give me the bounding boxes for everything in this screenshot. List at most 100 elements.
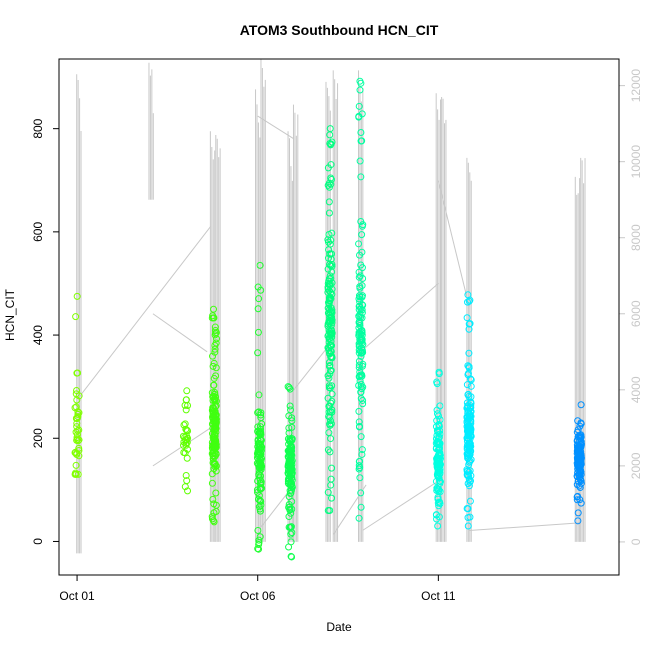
secondary-line-connector	[152, 313, 208, 353]
data-point	[210, 500, 218, 508]
data-point	[574, 517, 582, 525]
data-point	[184, 487, 192, 495]
data-point	[576, 443, 584, 451]
data-point	[181, 420, 189, 428]
data-point	[357, 503, 365, 511]
data-point	[256, 439, 264, 447]
data-point	[288, 414, 296, 422]
data-point	[287, 406, 295, 414]
data-point	[356, 298, 364, 306]
data-point	[211, 342, 219, 350]
data-point	[357, 217, 365, 225]
secondary-line-connector	[257, 115, 295, 140]
data-point	[328, 464, 336, 472]
data-point	[285, 523, 293, 531]
data-point	[208, 513, 216, 521]
data-point	[355, 273, 363, 281]
data-point	[286, 505, 294, 513]
scatter-points	[71, 77, 585, 561]
data-point	[467, 456, 475, 464]
y2-tick-label: 2000	[629, 452, 643, 479]
data-point	[327, 304, 335, 312]
data-point	[210, 412, 218, 420]
data-point	[286, 402, 294, 410]
data-point	[288, 471, 296, 479]
data-point	[324, 304, 332, 312]
data-point	[433, 380, 441, 388]
data-point	[464, 471, 472, 479]
data-point	[326, 420, 334, 428]
data-point	[211, 345, 219, 353]
data-point	[464, 514, 472, 522]
data-point	[356, 293, 364, 301]
data-point	[463, 505, 471, 513]
data-point	[71, 470, 79, 478]
data-point	[210, 359, 218, 367]
data-point	[285, 440, 293, 448]
y2-tick-label: 10000	[629, 145, 643, 179]
data-point	[435, 459, 443, 467]
data-point	[254, 328, 262, 336]
data-point	[577, 420, 585, 428]
data-point	[463, 434, 471, 442]
data-point	[73, 451, 81, 459]
data-point	[358, 450, 366, 458]
data-point	[435, 444, 443, 452]
data-point	[209, 495, 217, 503]
data-point	[328, 319, 336, 327]
data-point	[357, 382, 365, 390]
data-point	[254, 423, 262, 431]
data-point	[465, 482, 473, 490]
data-point	[325, 254, 333, 262]
data-point	[434, 499, 442, 507]
data-point	[73, 423, 81, 431]
data-point	[327, 366, 335, 374]
data-point	[463, 419, 471, 427]
data-point	[181, 449, 189, 457]
data-point	[327, 481, 335, 489]
data-point	[258, 463, 266, 471]
data-point	[358, 446, 366, 454]
data-point	[286, 457, 294, 465]
data-point	[355, 422, 363, 430]
data-point	[286, 385, 294, 393]
data-point	[71, 449, 79, 457]
data-point	[74, 413, 82, 421]
data-point	[328, 260, 336, 268]
y-tick-label: 0	[31, 538, 45, 545]
data-point	[576, 463, 584, 471]
data-point	[256, 480, 264, 488]
x-tick-label: Oct 06	[240, 589, 276, 603]
data-point	[467, 399, 475, 407]
data-point	[463, 314, 471, 322]
data-point	[463, 404, 471, 412]
data-point	[327, 274, 335, 282]
data-point	[357, 261, 365, 269]
data-point	[326, 131, 334, 139]
data-point	[435, 463, 443, 471]
data-point	[324, 507, 332, 514]
data-point	[74, 427, 82, 435]
plot-frame	[58, 58, 620, 576]
data-point	[358, 314, 366, 322]
data-point	[75, 409, 83, 417]
data-point	[255, 295, 263, 303]
data-point	[73, 436, 81, 444]
data-point	[575, 464, 583, 472]
data-point	[255, 450, 263, 458]
data-point	[326, 448, 334, 456]
data-point	[286, 480, 294, 488]
data-point	[577, 447, 585, 455]
data-point	[74, 410, 82, 418]
data-point	[211, 463, 219, 471]
data-point	[211, 331, 219, 339]
y2-tick-label: 8000	[629, 224, 643, 251]
chart-title: ATOM3 Southbound HCN_CIT	[240, 22, 439, 38]
data-point	[255, 492, 263, 500]
data-point	[574, 452, 582, 460]
data-point	[464, 435, 472, 443]
data-point	[73, 419, 81, 427]
data-point	[464, 522, 472, 530]
data-point	[435, 502, 443, 510]
data-point	[287, 442, 295, 450]
